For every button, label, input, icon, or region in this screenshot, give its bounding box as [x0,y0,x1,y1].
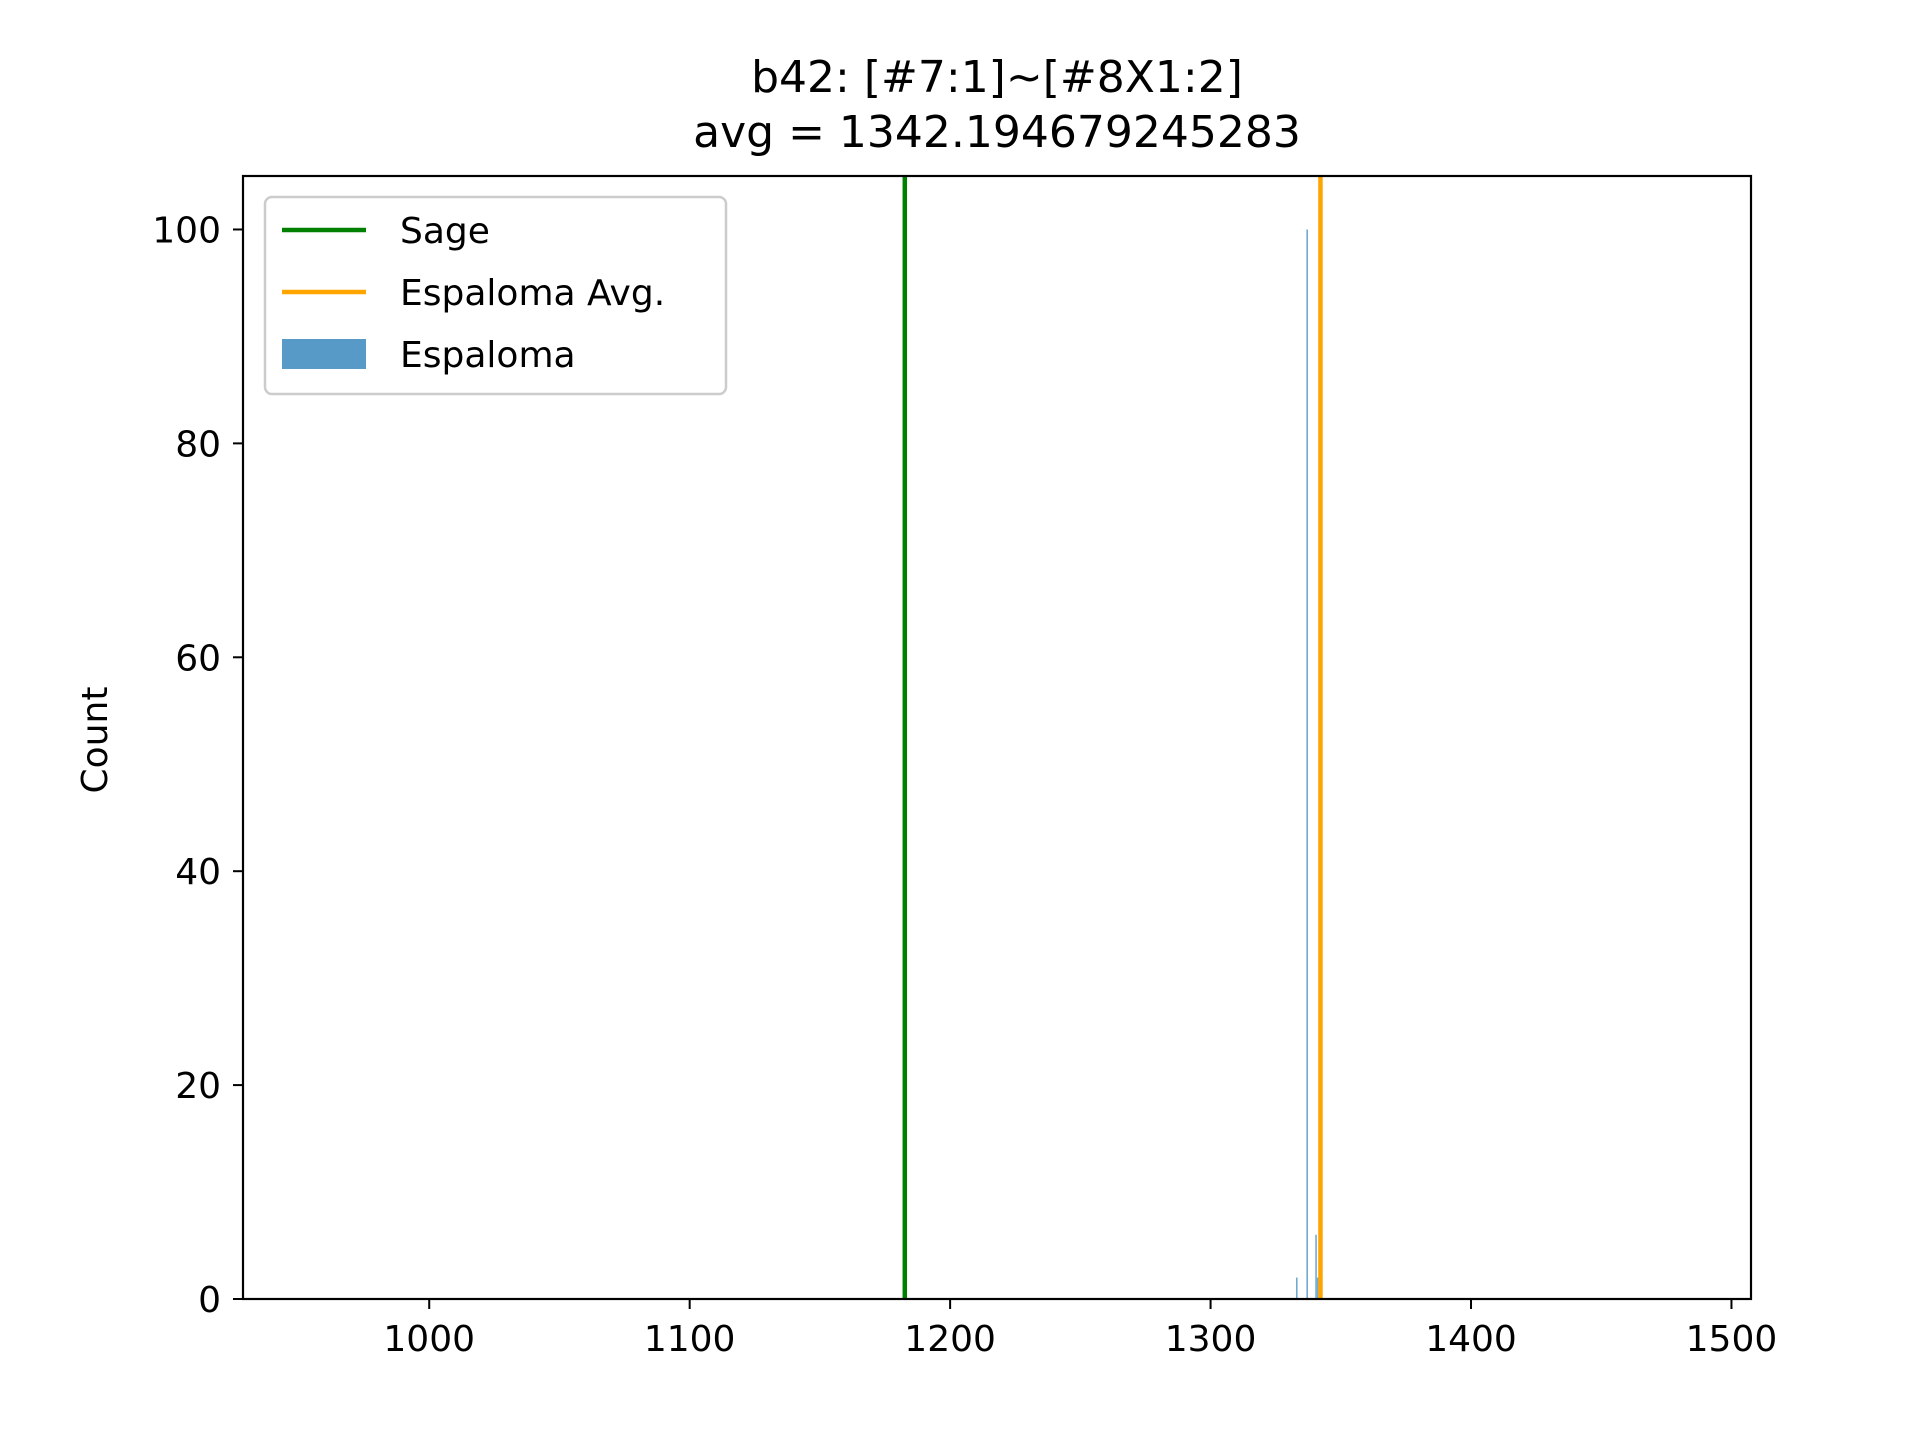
histogram-bar-3 [1316,1277,1319,1299]
histogram-bar-2 [1315,1234,1317,1299]
y-axis-label: Count [75,687,116,794]
legend-swatch-espaloma [282,339,366,369]
plot-area: 1000 1100 1200 1300 1400 1500 0 20 40 60 80 100 Sage… [152,174,1778,1360]
legend-label-espaloma: Espaloma [400,335,576,376]
x-tick-label-4: 1400 [1425,1319,1517,1360]
x-tick-label-3: 1300 [1165,1319,1257,1360]
histogram-bar-0 [1296,1277,1298,1299]
chart-subtitle: avg = 1342.194679245283 [693,107,1301,158]
y-tick-label-4: 80 [175,424,221,465]
x-tick-label-1: 1100 [644,1319,736,1360]
legend-box [263,195,728,396]
legend-label-sage: Sage [400,211,490,252]
histogram-bar-1 [1306,229,1308,1300]
y-tick-label-0: 0 [198,1280,221,1321]
y-tick-label-1: 20 [175,1066,221,1107]
y-tick-label-2: 40 [175,852,221,893]
x-tick-label-0: 1000 [383,1319,475,1360]
x-tick-label-5: 1500 [1686,1319,1778,1360]
legend-label-espaloma-avg: Espaloma Avg. [400,273,665,314]
y-tick-label-5: 100 [152,210,221,251]
axes-frame [241,174,1753,1301]
x-tick-label-2: 1200 [904,1319,996,1360]
legend: Sage Espaloma Avg. Espaloma [263,195,728,396]
chart-title: b42: [#7:1]~[#8X1:2] [751,52,1243,103]
y-tick-label-3: 60 [175,638,221,679]
